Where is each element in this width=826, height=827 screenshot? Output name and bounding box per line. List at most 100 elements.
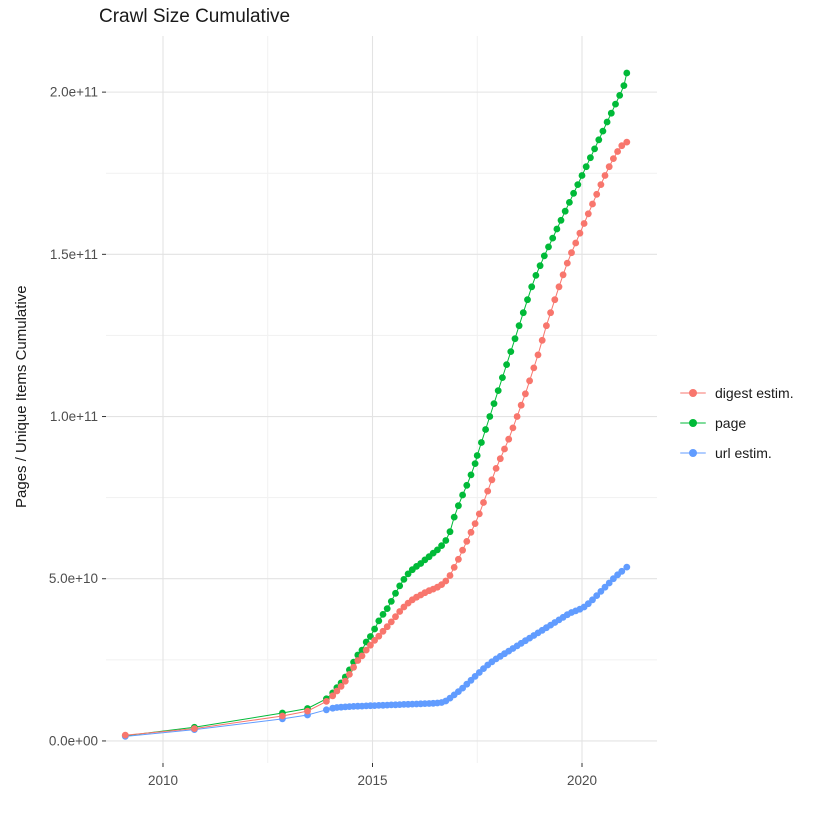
series-point-page	[375, 617, 383, 625]
series-point-url-estim	[623, 563, 631, 571]
series-point-page	[528, 283, 536, 291]
series-point-digest-estim	[346, 671, 353, 678]
series-point-digest-estim	[538, 336, 546, 344]
legend-item-digest-estim: digest estim.	[680, 378, 794, 408]
series-line-url-estim	[125, 566, 628, 737]
series-point-page	[442, 537, 450, 544]
series-point-page	[620, 82, 628, 89]
series-point-digest-estim	[392, 613, 399, 621]
series-point-digest-estim	[475, 510, 483, 518]
legend-key-page-icon	[680, 416, 706, 430]
series-point-digest-estim	[513, 413, 521, 420]
series-point-page	[595, 136, 603, 144]
series-point-page	[582, 163, 590, 171]
series-point-page	[486, 413, 494, 420]
series-point-page	[450, 513, 458, 521]
series-point-digest-estim	[362, 646, 370, 654]
series-point-digest-estim	[337, 683, 345, 690]
series-point-page	[511, 335, 519, 343]
series-point-digest-estim	[593, 190, 601, 198]
legend-item-url-estim: url estim.	[680, 438, 794, 468]
series-point-url-estim	[323, 706, 330, 714]
series-point-digest-estim	[191, 725, 198, 732]
series-point-page	[557, 216, 565, 224]
series-point-url-estim	[618, 567, 626, 575]
series-point-digest-estim	[576, 229, 584, 237]
series-point-page	[400, 576, 408, 583]
series-point-digest-estim	[121, 731, 129, 739]
series-point-page	[574, 181, 582, 189]
series-point-page	[473, 452, 481, 459]
series-point-page	[455, 502, 462, 510]
series-point-digest-estim	[304, 707, 311, 715]
series-point-digest-estim	[354, 657, 362, 664]
series-point-page	[566, 199, 573, 206]
series-point-digest-estim	[329, 692, 337, 700]
series-point-digest-estim	[379, 627, 387, 635]
series-point-page	[467, 471, 475, 479]
series-point-page	[553, 225, 561, 233]
series-point-digest-estim	[547, 309, 554, 317]
series-point-page	[379, 611, 387, 618]
series-point-url-estim	[597, 588, 605, 595]
series-point-digest-estim	[517, 401, 525, 409]
series-point-digest-estim	[530, 364, 538, 372]
series-point-page	[587, 154, 594, 162]
series-point-page	[545, 243, 552, 251]
series-point-page	[404, 570, 412, 578]
series-point-page	[578, 172, 586, 179]
series-point-url-estim	[605, 579, 613, 587]
y-tick-label: 0.0e+00	[49, 733, 98, 748]
legend-label-url-estim: url estim.	[715, 445, 772, 461]
series-point-digest-estim	[522, 390, 529, 398]
series-point-digest-estim	[341, 677, 349, 685]
series-point-page	[519, 309, 527, 317]
series-point-digest-estim	[610, 155, 617, 163]
chart-title: Crawl Size Cumulative	[99, 6, 291, 27]
series-point-digest-estim	[505, 435, 513, 443]
series-point-digest-estim	[614, 148, 621, 155]
series-point-page	[540, 252, 548, 260]
series-point-digest-estim	[618, 142, 626, 150]
series-point-digest-estim	[467, 528, 475, 536]
y-tick-label: 1.0e+11	[50, 409, 98, 424]
series-point-page	[599, 127, 607, 135]
series-point-digest-estim	[509, 424, 517, 432]
series-point-page	[607, 109, 615, 117]
series-point-digest-estim	[543, 322, 550, 330]
legend-key-digest-estim-icon	[680, 386, 706, 400]
series-point-page	[383, 605, 391, 612]
series-point-digest-estim	[589, 200, 596, 208]
series-point-digest-estim	[387, 618, 395, 626]
series-point-url-estim	[589, 596, 596, 604]
y-tick-label: 2.0e+11	[50, 85, 98, 100]
series-point-digest-estim	[555, 283, 563, 291]
series-point-page	[499, 374, 506, 381]
x-tick-label: 2010	[148, 773, 178, 788]
y-tick-label: 1.5e+11	[50, 247, 98, 262]
series-point-page	[536, 262, 544, 270]
series-point-page	[532, 272, 540, 279]
series-point-digest-estim	[526, 377, 533, 385]
series-point-page	[494, 387, 502, 394]
series-point-page	[490, 400, 498, 407]
series-point-digest-estim	[463, 538, 471, 545]
series-point-digest-estim	[492, 465, 500, 472]
series-point-digest-estim	[367, 641, 374, 649]
series-point-digest-estim	[323, 698, 330, 705]
series-point-digest-estim	[358, 652, 366, 660]
series-point-url-estim	[593, 592, 601, 599]
series-point-digest-estim	[484, 487, 492, 495]
series-point-digest-estim	[584, 210, 592, 218]
series-point-digest-estim	[597, 181, 605, 189]
series-point-page	[561, 207, 569, 215]
series-point-page	[438, 542, 445, 549]
legend-label-page: page	[715, 415, 747, 431]
series-point-page	[612, 100, 619, 108]
series-point-digest-estim	[371, 637, 378, 644]
series-point-page	[503, 361, 510, 368]
legend-label-digest-estim: digest estim.	[715, 385, 794, 401]
series-point-digest-estim	[279, 712, 286, 720]
y-tick-label: 5.0e+10	[49, 571, 98, 586]
